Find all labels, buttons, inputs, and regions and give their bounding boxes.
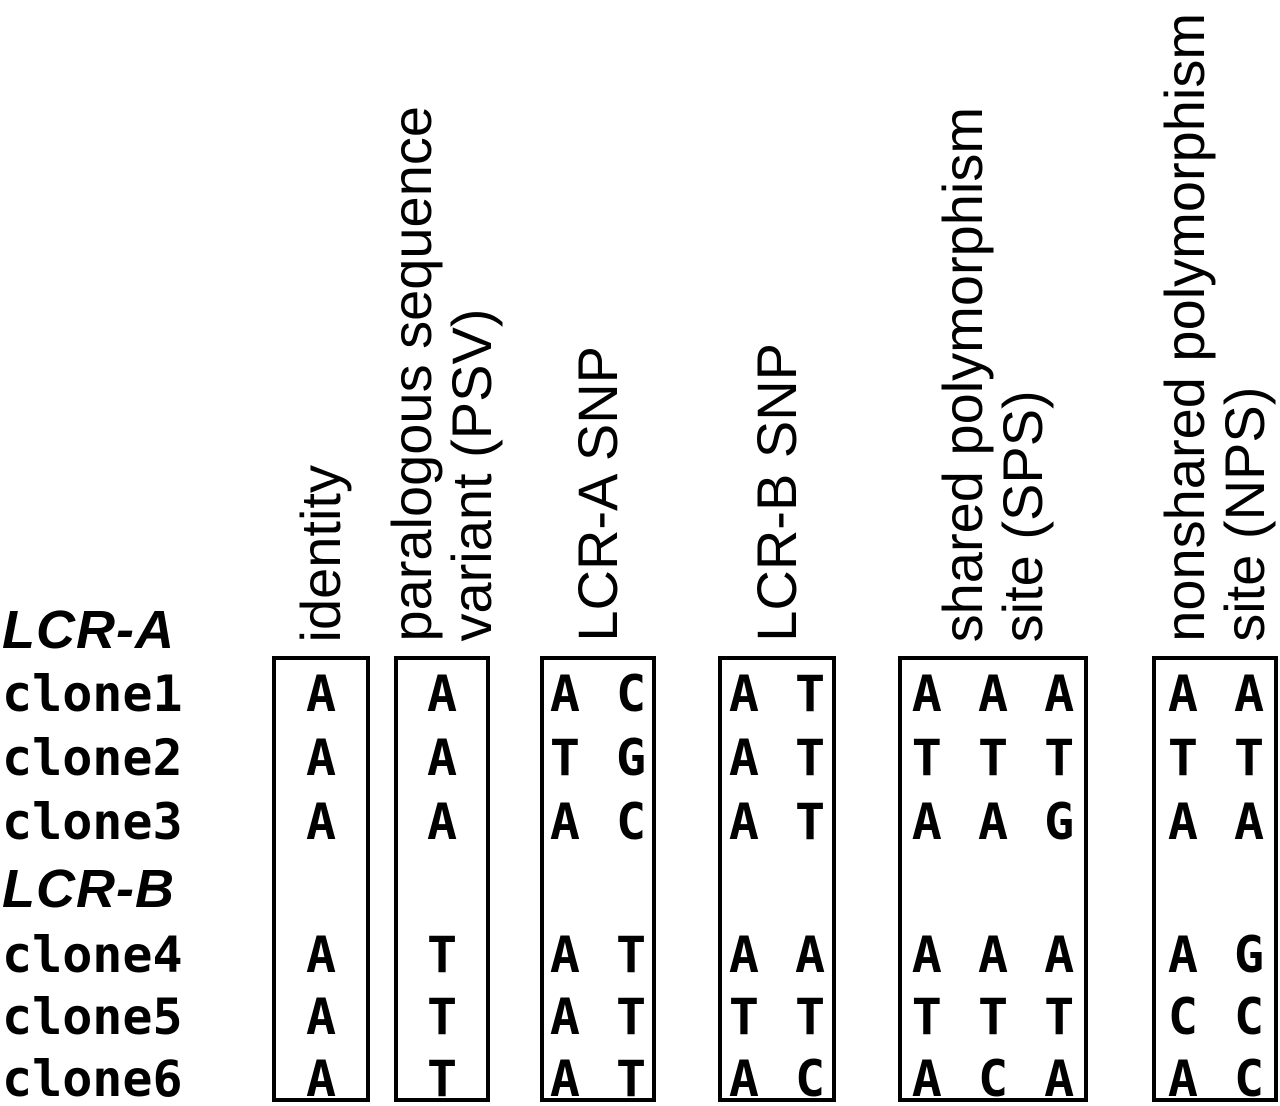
cell-sps-clone1: A A A: [911, 665, 1075, 723]
cell-lcr-b-snp-clone6: A C: [728, 1050, 826, 1106]
row-label-clone1: clone1: [2, 665, 183, 723]
sequence-table: LCR-A clone1 clone2 clone3 LCR-B clone4 …: [0, 598, 1280, 1106]
column-header-line: site (NPS): [1213, 386, 1276, 642]
row-label-clone6: clone6: [2, 1050, 183, 1106]
row-label-clone3: clone3: [2, 793, 183, 851]
column-header-nps: nonshared polymorphism site (NPS): [1153, 13, 1276, 642]
column-box-lcr-a-snp: [540, 656, 656, 1102]
column-header-line: site (SPS): [991, 389, 1054, 642]
cell-lcr-b-snp-clone4: A A: [728, 926, 826, 984]
cell-nps-clone3: A A: [1167, 793, 1265, 851]
column-box-identity: [272, 656, 370, 1102]
column-box-psv: [394, 656, 490, 1102]
cell-lcr-a-snp-clone3: A C: [549, 793, 647, 851]
cell-nps-clone5: C C: [1167, 988, 1265, 1046]
cell-nps-clone4: A G: [1167, 926, 1265, 984]
cell-identity-clone4: A: [305, 926, 337, 984]
cell-identity-clone3: A: [305, 793, 337, 851]
cell-lcr-b-snp-clone3: A T: [728, 793, 826, 851]
cell-identity-clone1: A: [305, 665, 337, 723]
row-label-clone4: clone4: [2, 926, 183, 984]
cell-psv-clone3: A: [426, 793, 458, 851]
column-box-sps: [898, 656, 1088, 1102]
cell-sps-clone3: A A G: [911, 793, 1075, 851]
cell-lcr-a-snp-clone6: A T: [549, 1050, 647, 1106]
column-box-nps: [1152, 656, 1278, 1102]
cell-identity-clone5: A: [305, 988, 337, 1046]
column-header-sps: shared polymorphism site (SPS): [931, 106, 1054, 642]
cell-sps-clone6: A C A: [911, 1050, 1075, 1106]
cell-sps-clone4: A A A: [911, 926, 1075, 984]
cell-nps-clone1: A A: [1167, 665, 1265, 723]
cell-sps-clone5: T T T: [911, 988, 1075, 1046]
cell-lcr-b-snp-clone5: T T: [728, 988, 826, 1046]
cell-identity-clone6: A: [305, 1050, 337, 1106]
cell-psv-clone1: A: [426, 665, 458, 723]
group-label-lcr-a: LCR-A: [2, 600, 175, 660]
cell-psv-clone2: A: [426, 729, 458, 787]
cell-identity-clone2: A: [305, 729, 337, 787]
row-label-clone5: clone5: [2, 988, 183, 1046]
cell-psv-clone5: T: [426, 988, 458, 1046]
column-box-lcr-b-snp: [718, 656, 836, 1102]
cell-lcr-b-snp-clone2: A T: [728, 729, 826, 787]
cell-psv-clone6: T: [426, 1050, 458, 1106]
column-header-line: shared polymorphism: [931, 106, 994, 642]
cell-nps-clone6: A C: [1167, 1050, 1265, 1106]
cell-lcr-a-snp-clone4: A T: [549, 926, 647, 984]
column-header-psv: paralogous sequence variant (PSV): [380, 106, 503, 642]
cell-lcr-a-snp-clone5: A T: [549, 988, 647, 1046]
cell-lcr-b-snp-clone1: A T: [728, 665, 826, 723]
group-label-lcr-b: LCR-B: [2, 859, 175, 919]
column-header-line: nonshared polymorphism: [1153, 13, 1216, 642]
cell-nps-clone2: T T: [1167, 729, 1265, 787]
cell-lcr-a-snp-clone1: A C: [549, 665, 647, 723]
cell-psv-clone4: T: [426, 926, 458, 984]
cell-lcr-a-snp-clone2: T G: [549, 729, 647, 787]
column-header-line: paralogous sequence: [380, 106, 443, 642]
cell-sps-clone2: T T T: [911, 729, 1075, 787]
row-label-clone2: clone2: [2, 729, 183, 787]
column-header-line: variant (PSV): [440, 309, 503, 642]
